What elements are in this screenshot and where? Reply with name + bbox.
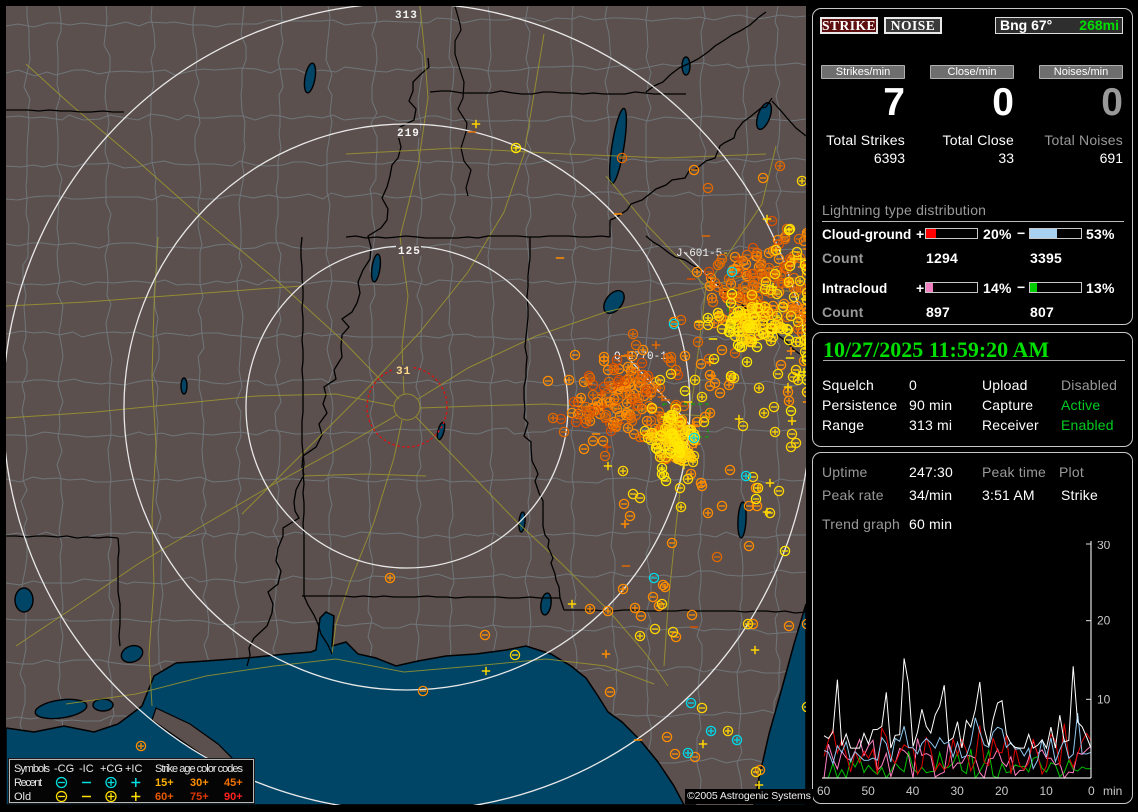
svg-text:45+: 45+: [224, 777, 243, 789]
svg-text:60: 60: [817, 784, 831, 798]
svg-text:125: 125: [398, 246, 421, 258]
svg-text:Strike age color codes: Strike age color codes: [155, 763, 244, 775]
svg-text:219: 219: [397, 128, 420, 140]
svg-text:-IC: -IC: [79, 763, 94, 775]
svg-text:+IC: +IC: [125, 763, 142, 775]
svg-text:Recent: Recent: [14, 777, 42, 789]
svg-text:313: 313: [395, 10, 418, 22]
svg-text:-CG: -CG: [54, 763, 74, 775]
svg-text:10: 10: [1040, 784, 1054, 798]
svg-text:75+: 75+: [190, 791, 209, 802]
svg-text:30+: 30+: [190, 777, 209, 789]
svg-text:90+: 90+: [224, 791, 243, 802]
svg-text:20: 20: [1097, 614, 1111, 628]
svg-text:31: 31: [396, 366, 411, 378]
svg-text:40: 40: [906, 784, 920, 798]
svg-text:15+: 15+: [155, 777, 174, 789]
svg-text:J-601-5-: J-601-5-: [676, 248, 729, 260]
svg-text:30: 30: [1097, 541, 1111, 552]
svg-text:+CG: +CG: [100, 763, 123, 775]
svg-text:60+: 60+: [155, 791, 174, 802]
svg-text:50: 50: [862, 784, 876, 798]
svg-text:20: 20: [995, 784, 1009, 798]
svg-text:min: min: [1103, 784, 1122, 798]
svg-text:10: 10: [1097, 692, 1111, 706]
svg-text:Symbols: Symbols: [14, 763, 51, 775]
svg-text:0: 0: [1088, 784, 1095, 798]
svg-text:30: 30: [951, 784, 965, 798]
svg-text:Old: Old: [14, 791, 31, 802]
